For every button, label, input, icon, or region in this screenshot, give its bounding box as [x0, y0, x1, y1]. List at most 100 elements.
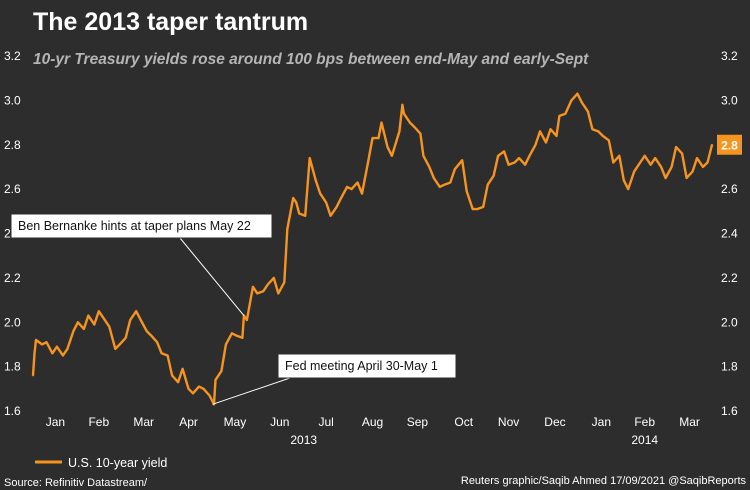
y-tick-left: 2.2 [4, 271, 21, 285]
data-point [461, 159, 464, 162]
x-tick-label: Mar [679, 415, 700, 429]
y-tick-right: 1.8 [721, 360, 738, 374]
data-point [449, 181, 452, 184]
data-point [72, 330, 75, 332]
x-tick-label: Mar [133, 415, 154, 429]
data-point [304, 214, 307, 217]
data-point [528, 154, 531, 157]
data-point [325, 201, 327, 204]
data-point [83, 328, 85, 330]
data-point [549, 128, 552, 131]
data-point [177, 381, 180, 384]
data-point [507, 163, 510, 166]
data-point [534, 143, 537, 146]
data-point [181, 367, 184, 370]
y-tick-right: 2.0 [721, 315, 738, 329]
data-point [150, 334, 153, 337]
y-tick-left: 2.6 [4, 182, 21, 196]
last-value-text: 2.8 [721, 138, 738, 152]
x-tick-label: Nov [498, 415, 519, 429]
data-point [711, 143, 713, 146]
data-point [129, 319, 132, 321]
data-point [45, 341, 48, 344]
data-point [597, 130, 600, 133]
data-point [277, 292, 280, 295]
data-point [335, 206, 338, 208]
data-point [471, 208, 474, 211]
data-point [422, 154, 425, 157]
data-point [443, 183, 446, 186]
data-point [409, 121, 411, 124]
data-point [231, 332, 233, 335]
y-tick-right: 3.0 [721, 93, 738, 107]
data-point [262, 290, 265, 293]
data-point [685, 177, 688, 179]
annotation-box [277, 353, 457, 379]
data-point [246, 319, 248, 321]
x-tick-label: Jun [270, 415, 289, 429]
annotation-text: Ben Bernanke hints at taper plans May 22 [18, 219, 251, 233]
data-point [419, 132, 422, 135]
data-point [524, 163, 526, 166]
data-point [482, 206, 485, 208]
x-year-label: 2013 [290, 433, 317, 447]
data-point [87, 314, 90, 317]
y-tick-left: 3.2 [4, 49, 21, 63]
data-point [295, 201, 298, 204]
y-tick-left: 1.6 [4, 404, 21, 418]
data-point [503, 150, 505, 153]
x-tick-label: Aug [362, 415, 383, 429]
data-point [118, 343, 121, 346]
y-tick-right: 2.6 [721, 182, 738, 196]
data-point [97, 310, 100, 313]
data-point [612, 161, 615, 164]
data-point [114, 348, 117, 350]
data-point [660, 166, 662, 168]
data-point [398, 130, 401, 133]
series-layer [31, 92, 714, 406]
data-point [601, 135, 604, 137]
data-point [654, 157, 657, 160]
y-tick-left: 2.8 [4, 138, 21, 152]
data-point [643, 154, 646, 157]
data-point [633, 170, 636, 173]
annotation-text: Fed meeting April 30-May 1 [285, 359, 438, 373]
x-tick-label: May [224, 415, 247, 429]
data-point [135, 310, 138, 313]
data-point [380, 121, 383, 124]
legend-label: U.S. 10-year yield [68, 456, 167, 470]
data-point [33, 352, 36, 355]
data-point [286, 228, 289, 231]
x-tick-label: Oct [454, 415, 473, 429]
data-point [371, 137, 374, 140]
data-point [283, 281, 286, 284]
x-tick-label: Dec [544, 415, 565, 429]
data-point [581, 101, 583, 104]
data-point [607, 139, 610, 142]
data-point [386, 146, 389, 148]
data-point [627, 188, 630, 191]
data-point [555, 135, 558, 137]
last-value-badge: 2.8 [717, 134, 742, 155]
data-point [192, 392, 194, 395]
data-point [292, 197, 295, 199]
data-point [570, 99, 573, 102]
data-point [298, 212, 301, 215]
x-tick-label: Jan [592, 415, 611, 429]
data-point [453, 168, 456, 171]
data-point [539, 130, 541, 133]
data-point [35, 339, 37, 341]
data-point [235, 334, 238, 337]
data-point [256, 292, 259, 295]
data-point [108, 325, 111, 328]
data-point [166, 354, 169, 357]
data-point [56, 345, 58, 348]
x-tick-label: Feb [634, 415, 655, 429]
data-point [558, 115, 561, 117]
data-point [702, 166, 704, 168]
annotation-leader-line [179, 237, 245, 316]
data-point [346, 186, 348, 188]
data-point [432, 177, 435, 179]
